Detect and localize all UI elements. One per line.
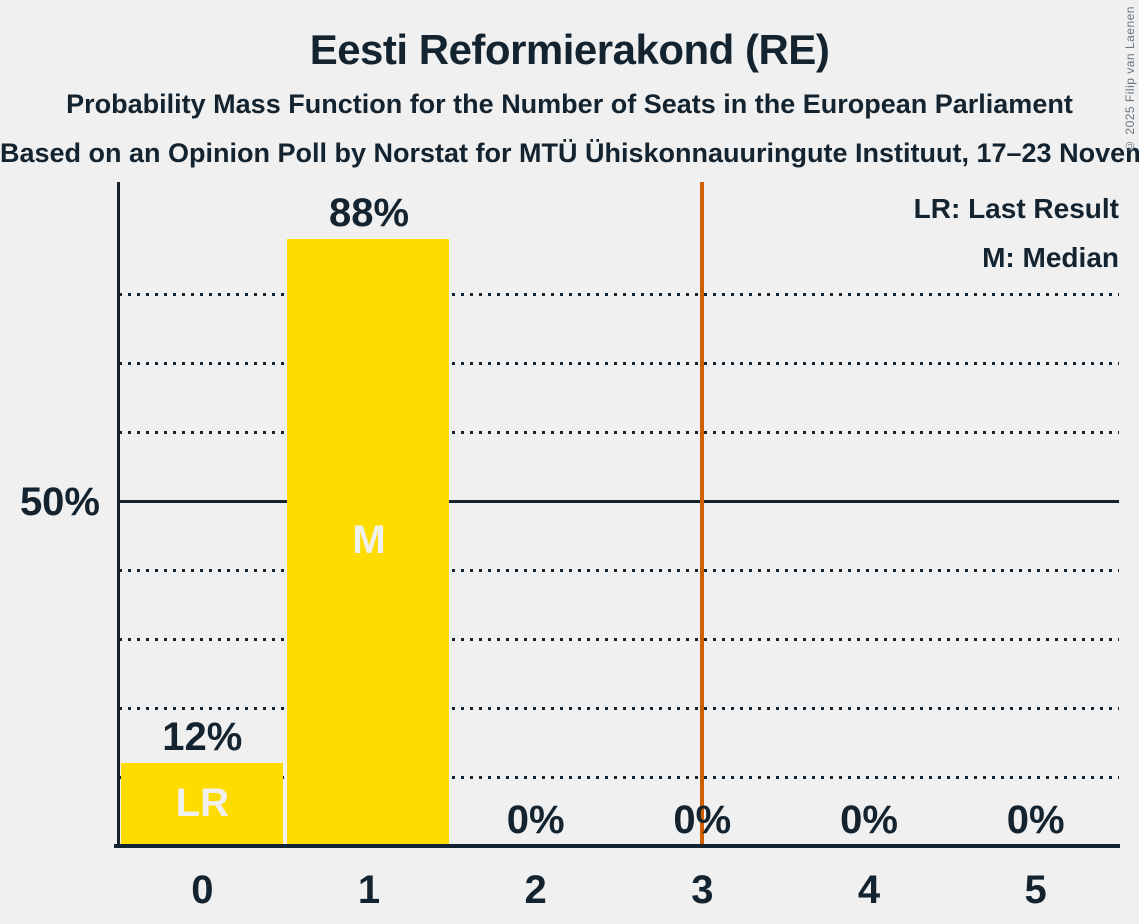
bar-annotation-m: M (352, 518, 386, 563)
legend-item-median: M: Median (982, 242, 1119, 273)
x-tick-label-0: 0 (191, 868, 214, 912)
bar-seat-1 (287, 238, 450, 846)
chart-subtitle: Probability Mass Function for the Number… (66, 89, 1073, 119)
plot-area: 12% 88% 0% 0% 0% 0% LR M (114, 182, 1120, 848)
bar-annotation-lr: LR (175, 780, 229, 825)
gridline-80pct (119, 292, 1119, 296)
x-tick-label-5: 5 (1024, 868, 1047, 912)
gridline-10pct (119, 775, 1119, 779)
gridline-20pct (119, 706, 1119, 710)
gridline-30pct (119, 637, 1119, 641)
legend: LR: Last Result M: Median (914, 184, 1119, 282)
gridline-50pct-solid (119, 499, 1119, 503)
legend-item-last-result: LR: Last Result (913, 193, 1119, 224)
x-tick-label-4: 4 (857, 868, 881, 912)
value-label-seat-5: 0% (1006, 798, 1065, 842)
x-tick-label-3: 3 (691, 868, 714, 912)
y-axis-line (117, 182, 120, 846)
copyright-notice: © 2025 Filip van Laenen (1123, 6, 1137, 153)
chart-title: Eesti Reformierakond (RE) (309, 26, 830, 73)
value-label-seat-4: 0% (840, 798, 898, 842)
gridline-70pct (119, 361, 1119, 365)
value-label-seat-3: 0% (673, 798, 732, 842)
gridline-60pct (119, 430, 1119, 434)
x-tick-label-1: 1 (357, 868, 381, 912)
x-axis-line (114, 844, 1120, 848)
chart-source-line: Based on an Opinion Poll by Norstat for … (0, 138, 1139, 168)
value-label-seat-2: 0% (506, 798, 565, 842)
threshold-line (700, 182, 705, 846)
x-tick-label-2: 2 (524, 868, 547, 912)
gridline-40pct (119, 568, 1119, 572)
value-label-seat-0: 12% (162, 715, 243, 760)
x-axis-tick-labels: 0 1 2 3 4 5 (119, 868, 1119, 918)
y-axis-tick-label: 50% (19, 480, 100, 524)
bar-seat-0 (120, 763, 283, 846)
value-label-seat-1: 88% (328, 190, 410, 235)
